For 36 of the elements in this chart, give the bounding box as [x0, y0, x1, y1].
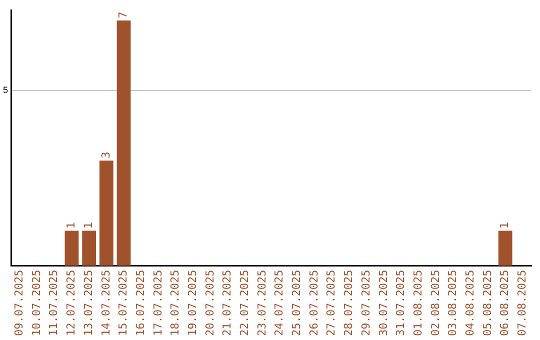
x-tick-label: 19.07.2025: [186, 270, 199, 336]
x-tick-label: 22.07.2025: [238, 270, 252, 336]
x-tick-label: 18.07.2025: [168, 270, 182, 336]
x-tick-label: 17.07.2025: [151, 270, 164, 336]
x-tick-label: 27.07.2025: [324, 270, 338, 336]
x-tick-label: 15.07.2025: [116, 270, 130, 336]
x-tick-label: 07.08.2025: [516, 270, 529, 336]
x-tick-label: 10.07.2025: [30, 270, 43, 336]
x-tick-label: 05.08.2025: [480, 270, 494, 336]
x-tick-label: 01.08.2025: [411, 270, 424, 336]
x-tick-label: 11.07.2025: [47, 270, 60, 336]
x-tick-label: 16.07.2025: [134, 270, 147, 336]
x-tick-label: 23.07.2025: [255, 270, 268, 336]
data-label: 1: [64, 222, 78, 229]
x-tick-label: 30.07.2025: [376, 270, 390, 336]
x-tick-label: 28.07.2025: [342, 270, 356, 336]
x-tick-label: 20.07.2025: [203, 270, 216, 336]
data-label: 7: [116, 12, 130, 19]
data-label: 1: [82, 222, 95, 229]
x-tick-label: 25.07.2025: [290, 270, 304, 336]
x-tick-label: 02.08.2025: [428, 270, 442, 336]
data-label: 1: [498, 222, 512, 229]
x-tick-label: 31.07.2025: [394, 270, 408, 336]
x-tick-label: 03.08.2025: [446, 270, 460, 336]
x-tick-label: 06.08.2025: [498, 270, 512, 336]
y-tick-label: 5: [2, 85, 8, 96]
x-tick-label: 24.07.2025: [272, 270, 286, 336]
x-tick-label: 14.07.2025: [99, 270, 112, 336]
x-tick-label: 29.07.2025: [359, 270, 372, 336]
x-tick-label: 26.07.2025: [307, 270, 320, 336]
x-tick-label: 13.07.2025: [82, 270, 95, 336]
x-tick-label: 04.08.2025: [463, 270, 476, 336]
x-tick-label: 09.07.2025: [12, 270, 26, 336]
data-label: 3: [99, 152, 112, 159]
x-tick-label: 12.07.2025: [64, 270, 78, 336]
x-tick-label: 21.07.2025: [220, 270, 234, 336]
